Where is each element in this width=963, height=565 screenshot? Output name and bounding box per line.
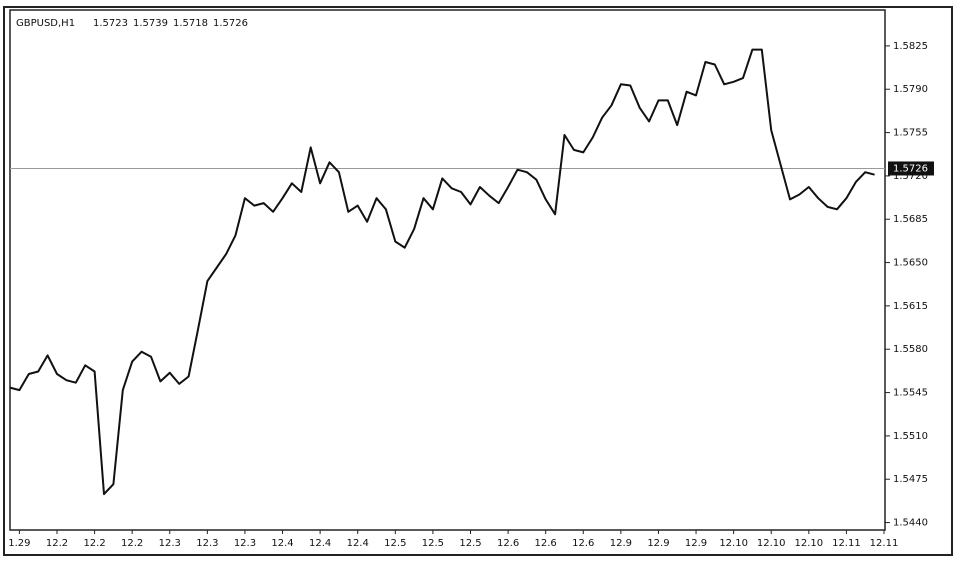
x-tick-label: 12.5: [422, 538, 444, 549]
y-tick-label: 1.5440: [893, 518, 928, 529]
high: 1.5739: [133, 18, 168, 29]
plot-area: [9, 9, 886, 531]
y-tick-label: 1.5720: [893, 171, 928, 182]
x-tick-label: 12.11: [832, 538, 861, 549]
open: 1.5723: [93, 18, 128, 29]
x-tick-label: 12.10: [719, 538, 748, 549]
x-tick-label: 12.6: [572, 538, 594, 549]
x-tick-label: 12.4: [347, 538, 369, 549]
x-tick-label: 12.4: [309, 538, 331, 549]
y-tick-label: 1.5825: [893, 41, 928, 52]
frame: [3, 6, 953, 556]
x-tick-label: 1.29: [8, 538, 30, 549]
last-price-box: [888, 161, 934, 176]
x-tick-label: 12.2: [121, 538, 143, 549]
x-tick-label: 12.3: [234, 538, 256, 549]
x-tick-label: 12.6: [535, 538, 557, 549]
y-tick-label: 1.5650: [893, 258, 928, 269]
x-tick-label: 12.2: [46, 538, 68, 549]
y-tick-label: 1.5545: [893, 388, 928, 399]
y-tick-label: 1.5475: [893, 474, 928, 485]
low: 1.5718: [173, 18, 208, 29]
last-price-label: 1.5726: [893, 163, 928, 174]
x-tick-label: 12.9: [685, 538, 707, 549]
y-tick-label: 1.5510: [893, 431, 928, 442]
x-tick-label: 12.5: [459, 538, 481, 549]
x-tick-label: 12.10: [757, 538, 786, 549]
x-tick-label: 12.2: [83, 538, 105, 549]
x-tick-label: 12.11: [870, 538, 899, 549]
x-tick-label: 12.9: [610, 538, 632, 549]
chart-title: GBPUSD,H1: [16, 18, 75, 29]
close: 1.5726: [213, 18, 248, 29]
x-tick-label: 12.10: [794, 538, 823, 549]
x-tick-label: 12.3: [196, 538, 218, 549]
x-tick-label: 12.3: [159, 538, 181, 549]
x-tick-label: 12.6: [497, 538, 519, 549]
y-tick-label: 1.5685: [893, 214, 928, 225]
header: GBPUSD,H1 1.5723 1.5739 1.5718 1.5726: [16, 18, 248, 29]
x-tick-label: 12.5: [384, 538, 406, 549]
x-tick-label: 12.4: [271, 538, 293, 549]
price-line: [9, 48, 875, 496]
x-tick-label: 12.9: [647, 538, 669, 549]
y-tick-label: 1.5790: [893, 84, 928, 95]
y-tick-label: 1.5615: [893, 301, 928, 312]
y-tick-label: 1.5580: [893, 344, 928, 355]
y-tick-label: 1.5755: [893, 128, 928, 139]
